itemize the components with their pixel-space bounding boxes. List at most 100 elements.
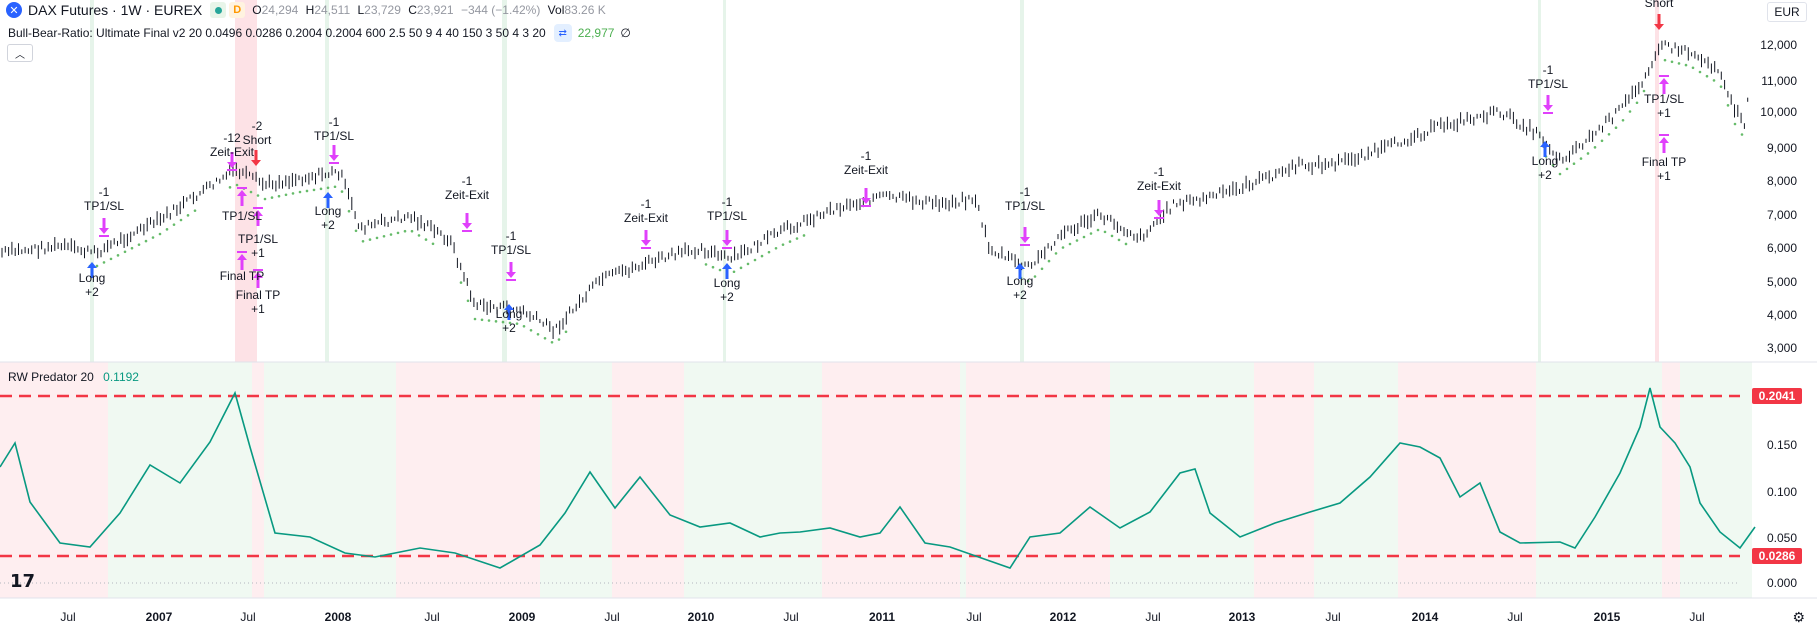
long-arrow-icon	[323, 192, 333, 208]
osc-shade	[552, 362, 558, 598]
trailing-stop-dot	[137, 243, 141, 246]
indicator1-legend[interactable]: Bull-Bear-Ratio: Ultimate Final v2 20 0.…	[8, 24, 631, 42]
osc-shade	[588, 362, 594, 598]
trailing-stop-dot	[354, 229, 358, 233]
osc-shade	[546, 362, 552, 598]
osc-shade	[1644, 362, 1650, 598]
osc-shade	[216, 362, 222, 598]
indicator1-name: Bull-Bear-Ratio: Ultimate Final v2 20 0.…	[8, 26, 546, 40]
osc-shade	[966, 362, 972, 598]
osc-shade	[1266, 362, 1272, 598]
osc-shade	[1056, 362, 1062, 598]
osc-shade	[1728, 362, 1734, 598]
trailing-stop-dot	[1082, 235, 1086, 239]
osc-shade	[1308, 362, 1314, 598]
trailing-stop-dot	[333, 185, 337, 189]
indicator2-value: 0.1192	[103, 370, 139, 384]
signal-label: +2	[502, 321, 516, 335]
trailing-stop-dot	[116, 254, 120, 257]
signal-label: Final TP	[1642, 155, 1686, 169]
trailing-stop-dot	[753, 258, 757, 262]
osc-shade	[918, 362, 924, 598]
signal-label: TP1/SL	[1528, 77, 1568, 91]
osc-shade	[1422, 362, 1428, 598]
tradingview-logo[interactable]: 𝟭𝟳	[10, 571, 36, 591]
osc-shade	[990, 362, 996, 598]
osc-shade	[1668, 362, 1674, 598]
osc-shade	[1530, 362, 1536, 598]
osc-shade	[1146, 362, 1152, 598]
osc-shade	[624, 362, 630, 598]
osc-shade	[1074, 362, 1080, 598]
chevron-up-icon[interactable]: ︿	[7, 44, 33, 62]
osc-shade	[420, 362, 426, 598]
osc-shade	[1086, 362, 1092, 598]
osc-shade	[1734, 362, 1740, 598]
trailing-stop-dot	[466, 299, 470, 303]
x-icon[interactable]: ✕	[6, 2, 22, 18]
osc-shade	[1110, 362, 1116, 598]
trailing-stop-dot	[1026, 279, 1030, 283]
osc-shade	[1152, 362, 1158, 598]
osc-shade	[600, 362, 606, 598]
osc-shade	[1446, 362, 1452, 598]
trailing-stop-dot	[550, 340, 554, 344]
visibility-icon[interactable]: ⇄	[553, 24, 572, 42]
trailing-stop-dot	[1600, 139, 1604, 143]
trailing-stop-dot	[284, 193, 288, 197]
osc-shade	[1158, 362, 1164, 598]
osc-shade	[594, 362, 600, 598]
osc-shade	[954, 362, 960, 598]
osc-shade	[1674, 362, 1680, 598]
trailing-stop-dot	[1124, 242, 1128, 246]
trailing-stop-dot	[298, 190, 302, 194]
osc-shade	[300, 362, 306, 598]
osc-shade	[906, 362, 912, 598]
osc-shade	[798, 362, 804, 598]
trailing-stop-dot	[1663, 58, 1667, 62]
osc-shade	[234, 362, 240, 598]
badge-d[interactable]: D	[229, 2, 246, 18]
osc-shade	[636, 362, 642, 598]
osc-shade	[36, 362, 42, 598]
trailing-stop-dot	[529, 328, 533, 332]
osc-shade	[648, 362, 654, 598]
signal-label: TP1/SL	[238, 232, 278, 246]
symbol-title[interactable]: DAX Futures · 1W · EUREX	[28, 2, 203, 18]
osc-shade	[1140, 362, 1146, 598]
osc-shade	[948, 362, 954, 598]
osc-shade	[756, 362, 762, 598]
trailing-stop-dot	[291, 192, 295, 195]
trailing-stop-dot	[1040, 267, 1044, 271]
currency-selector[interactable]: EUR	[1767, 2, 1807, 22]
trailing-stop-dot	[711, 265, 715, 269]
signal-highlight	[325, 0, 329, 362]
osc-shade	[1536, 362, 1542, 598]
osc-shade	[1182, 362, 1188, 598]
osc-shade	[144, 362, 150, 598]
time-axis-label: Jul	[60, 610, 75, 624]
osc-shade	[1524, 362, 1530, 598]
price-axis-label: 3,000	[1767, 341, 1797, 355]
osc-shade	[1686, 362, 1692, 598]
osc-shade	[1350, 362, 1356, 598]
osc-shade	[1566, 362, 1572, 598]
indicator2-legend[interactable]: RW Predator 20 0.1192	[8, 370, 139, 384]
trailing-stop-dot	[144, 239, 148, 243]
trailing-stop-dot	[760, 254, 764, 258]
signal-label: Zeit-Exit	[210, 145, 255, 159]
signal-label: -1	[861, 149, 872, 163]
trailing-stop-dot	[473, 317, 477, 321]
signal-label: -1	[1020, 185, 1031, 199]
osc-shade	[1506, 362, 1512, 598]
osc-shade	[306, 362, 312, 598]
osc-shade	[96, 362, 102, 598]
market-status-icon[interactable]	[210, 2, 227, 18]
osc-shade	[366, 362, 372, 598]
trailing-stop-dot	[1740, 133, 1744, 136]
time-axis-label: 2007	[146, 610, 173, 624]
gear-icon[interactable]: ⚙	[1792, 609, 1805, 625]
osc-shade	[708, 362, 714, 598]
osc-shade	[294, 362, 300, 598]
